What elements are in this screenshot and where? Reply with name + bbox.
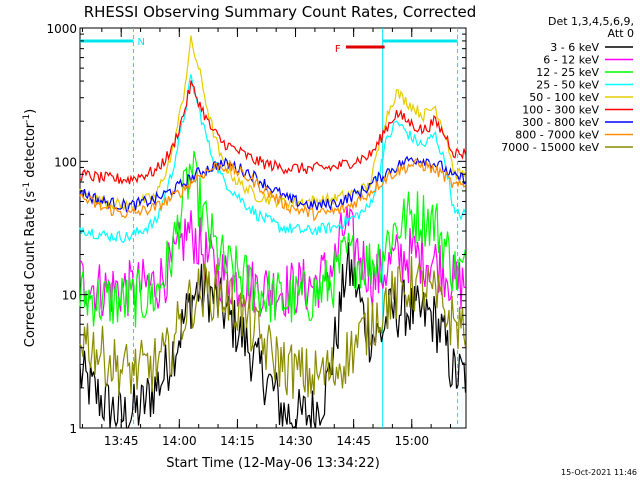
legend-label: 7000 - 15000 keV — [501, 141, 599, 154]
y-ticks: 1 10 100 1000 — [46, 22, 466, 436]
legend-header-line1: Det 1,3,4,5,6,9, — [548, 15, 634, 28]
y-tick-label: 100 — [54, 155, 77, 169]
series-line-0 — [79, 242, 467, 430]
series-line-4 — [79, 35, 467, 211]
y-tick-label: 1000 — [46, 22, 77, 36]
x-ticks: 13:45 14:00 14:15 14:30 14:45 15:00 — [81, 28, 452, 448]
legend-label: 800 - 7000 keV — [515, 129, 599, 142]
series-lines — [79, 35, 467, 430]
x-tick-label: 14:15 — [220, 434, 255, 448]
night-label: N — [137, 37, 144, 48]
legend-label: 25 - 50 keV — [536, 79, 599, 92]
y-axis-label-sup2: -1 — [22, 114, 32, 123]
plot-area: N F 1 10 100 1000 13:45 14:00 14:15 14:30 14:45… — [46, 22, 467, 448]
series-line-1 — [79, 206, 466, 318]
x-axis-label: Start Time (12-May-06 13:34:22) — [166, 456, 380, 471]
timestamp-label: 15-Oct-2021 11:46 — [561, 468, 637, 477]
legend-label: 300 - 800 keV — [522, 116, 599, 129]
flare-label: F — [335, 44, 341, 55]
legend-label: 50 - 100 keV — [529, 91, 599, 104]
x-tick-label: 15:00 — [394, 434, 429, 448]
legend-label: 12 - 25 keV — [536, 66, 599, 79]
series-line-7 — [79, 157, 466, 222]
legend-label: 100 - 300 keV — [522, 104, 599, 117]
series-line-5 — [79, 80, 467, 185]
legend-label: 6 - 12 keV — [543, 54, 599, 67]
legend-label: 3 - 6 keV — [550, 41, 599, 54]
flare-intervals: F — [335, 44, 385, 55]
series-line-8 — [79, 256, 467, 399]
y-axis-label-main: Corrected Count Rate (s — [23, 191, 38, 348]
y-axis-label-sup1: -1 — [22, 182, 32, 191]
x-tick-label: 14:45 — [336, 434, 371, 448]
series-line-3 — [79, 74, 467, 244]
legend-header-line2: Att 0 — [608, 27, 634, 40]
y-axis-label-end: ) — [23, 109, 38, 114]
y-tick-label: 10 — [62, 289, 77, 303]
night-intervals: N — [80, 28, 459, 428]
chart-title: RHESSI Observing Summary Count Rates, Co… — [84, 3, 477, 21]
y-axis-label: Corrected Count Rate (s-1 detector-1) — [22, 109, 38, 347]
y-tick-label: 1 — [69, 422, 77, 436]
y-axis-label-mid: detector — [23, 122, 38, 182]
series-line-2 — [79, 150, 467, 328]
x-tick-label: 14:30 — [278, 434, 313, 448]
x-tick-label: 14:00 — [162, 434, 197, 448]
x-tick-label: 13:45 — [104, 434, 139, 448]
